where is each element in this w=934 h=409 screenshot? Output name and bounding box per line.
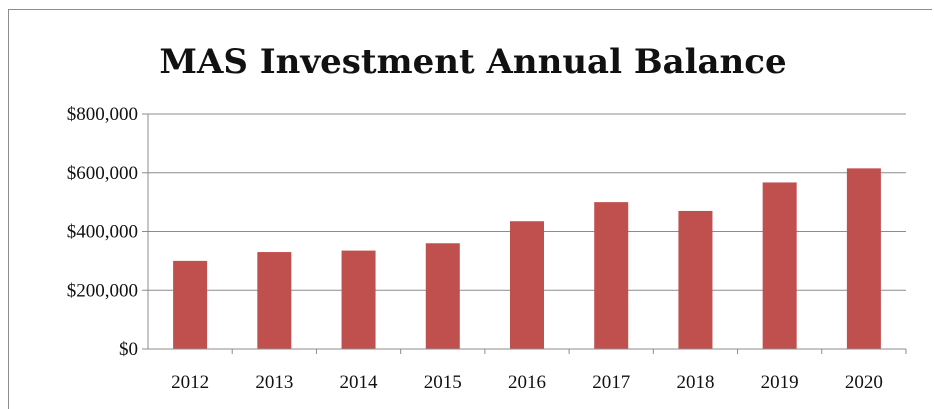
bar-2013 <box>257 252 292 349</box>
x-tick-label: 2012 <box>171 372 209 393</box>
x-tick-label: 2016 <box>508 372 546 393</box>
x-tick-label: 2017 <box>592 372 630 393</box>
bar-2016 <box>510 221 544 349</box>
bar-2019 <box>762 182 797 349</box>
x-tick-label: 2013 <box>255 372 293 393</box>
y-tick-label: $400,000 <box>67 222 138 243</box>
x-axis: 2012 2013 2014 2015 2016 2017 2018 2019 2020 <box>148 348 907 393</box>
x-tick-label: 2019 <box>761 372 799 393</box>
bar-2015 <box>425 243 460 349</box>
x-tick-label: 2020 <box>845 372 883 393</box>
x-tick-label: 2018 <box>676 372 714 393</box>
x-tick-label: 2015 <box>424 372 462 393</box>
bar-2014 <box>341 250 376 349</box>
y-tick-label: $0 <box>119 339 138 360</box>
x-tick-label: 2014 <box>340 372 379 393</box>
bar-2012 <box>173 260 208 349</box>
bars <box>173 168 881 349</box>
y-tick-label: $600,000 <box>67 163 138 184</box>
y-tick-label: $800,000 <box>67 104 138 125</box>
bar-2020 <box>846 168 881 349</box>
y-tick-label: $200,000 <box>67 280 138 301</box>
chart-frame <box>8 9 932 409</box>
chart-title: MAS Investment Annual Balance <box>159 42 786 82</box>
bar-2018 <box>678 210 713 349</box>
bar-2017 <box>594 202 629 349</box>
y-axis: $0 $200,000 $400,000 $600,000 $800,000 <box>67 104 149 360</box>
